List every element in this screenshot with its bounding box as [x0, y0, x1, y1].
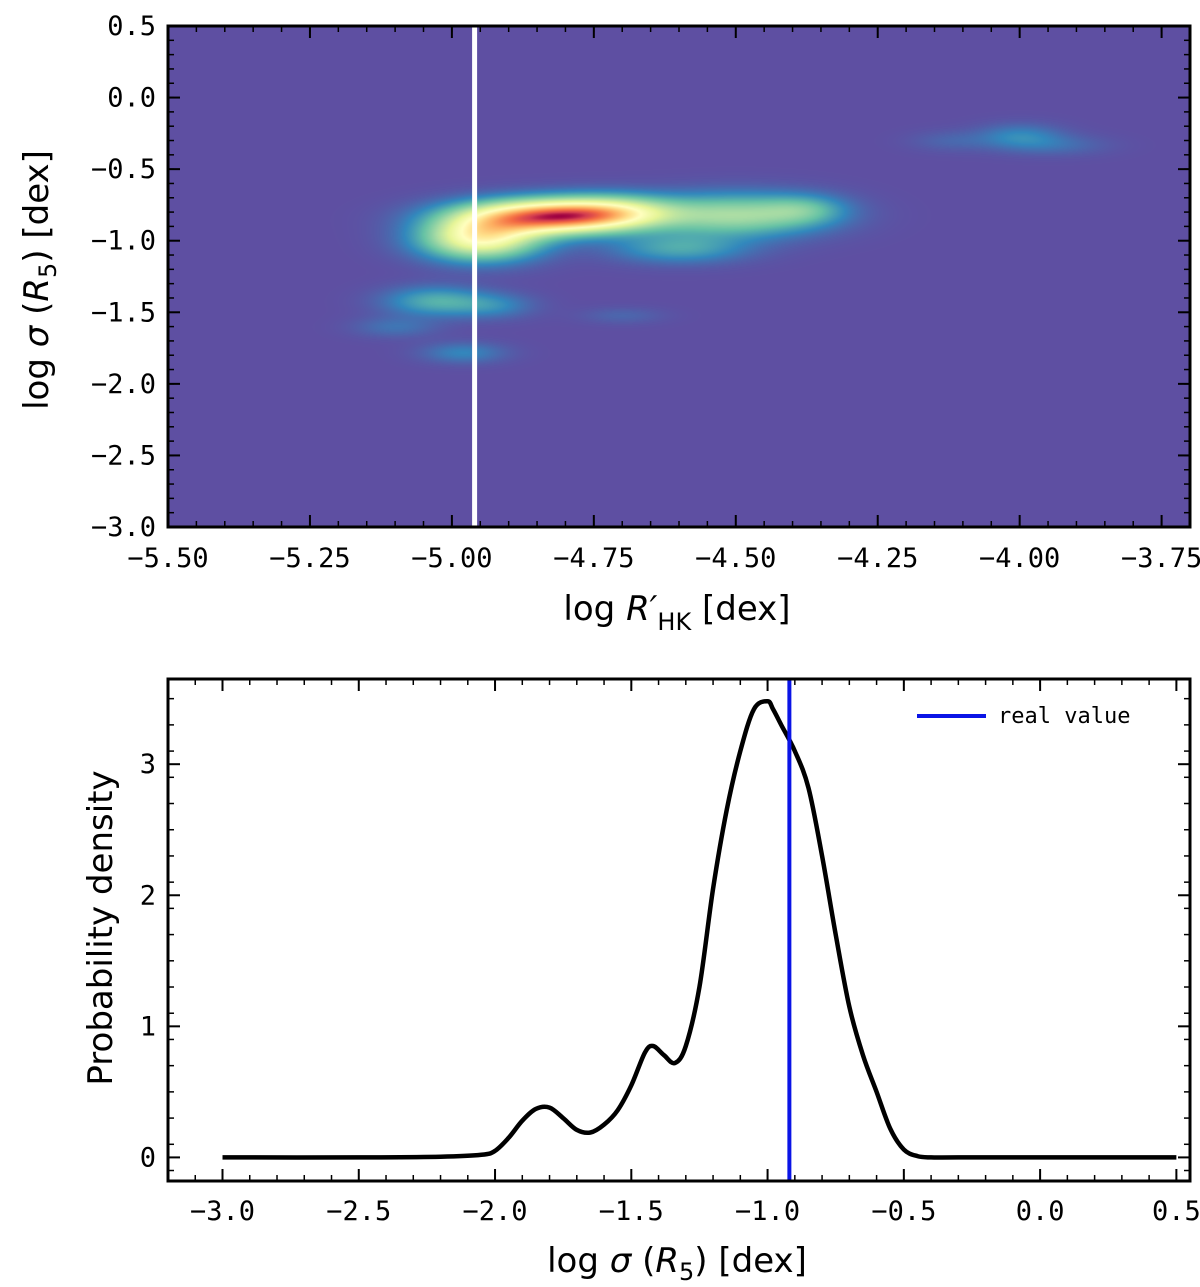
legend: real value	[917, 704, 1130, 729]
density-x-tick-labels: −3.0 −2.5 −2.0 −1.5 −1.0 −0.5 0.0 0.5	[190, 1196, 1200, 1227]
density-curve	[222, 699, 1177, 1160]
x-tick-label: −1.0	[735, 1196, 800, 1227]
y-tick-label: −1.0	[91, 226, 156, 257]
heatmap-x-tick-labels: −5.50 −5.25 −5.00 −4.75 −4.50 −4.25 −4.00 −3.75	[127, 543, 1200, 574]
x-tick-label: −0.5	[871, 1196, 936, 1227]
heatmap-frame	[166, 24, 1192, 529]
x-tick-label: −4.50	[695, 543, 776, 574]
y-tick-label: 1	[140, 1011, 156, 1042]
y-tick-label: 0.5	[107, 11, 156, 42]
y-tick-label: −2.5	[91, 440, 156, 471]
legend-label: real value	[998, 704, 1130, 729]
y-tick-label: −3.0	[91, 512, 156, 543]
x-tick-label: −4.75	[553, 543, 634, 574]
y-tick-label: 2	[140, 880, 156, 911]
x-tick-label: −3.75	[1121, 543, 1200, 574]
x-tick-label: −5.50	[127, 543, 208, 574]
x-tick-label: −5.25	[269, 543, 350, 574]
density-panel: real value −3.0 −2.5 −2.0 −1.5 −1.0 −0.5 0.0 0.…	[81, 677, 1200, 1286]
x-tick-label: −3.0	[190, 1196, 255, 1227]
y-tick-label: 0	[140, 1142, 156, 1173]
x-tick-label: −4.25	[837, 543, 918, 574]
y-tick-label: −0.5	[91, 154, 156, 185]
heatmap-y-axis-title: log σ (R5) [dex]	[17, 150, 62, 410]
x-tick-label: 0.5	[1152, 1196, 1200, 1227]
heatmap-panel: −5.50 −5.25 −5.00 −4.75 −4.50 −4.25 −4.00 −3.75…	[17, 11, 1200, 636]
y-tick-label: −1.5	[91, 297, 156, 328]
y-tick-label: 3	[140, 749, 156, 780]
x-tick-label: −2.5	[326, 1196, 391, 1227]
heatmap-y-tick-labels: 0.5 0.0 −0.5 −1.0 −1.5 −2.0 −2.5 −3.0	[91, 11, 156, 543]
x-tick-label: −1.5	[599, 1196, 664, 1227]
heatmap-density-field	[168, 26, 1190, 527]
x-tick-label: −5.00	[411, 543, 492, 574]
y-tick-label: −2.0	[91, 369, 156, 400]
density-ticks	[168, 679, 1190, 1181]
density-x-axis-title: log σ (R5) [dex]	[547, 1241, 807, 1286]
density-frame	[166, 677, 1192, 1183]
x-tick-label: −4.00	[979, 543, 1060, 574]
y-tick-label: 0.0	[107, 83, 156, 114]
density-y-axis-title: Probability density	[81, 770, 121, 1085]
x-tick-label: −2.0	[463, 1196, 528, 1227]
heatmap-x-axis-title: log R′HK [dex]	[563, 589, 790, 636]
density-y-tick-labels: 0 1 2 3	[140, 749, 156, 1173]
x-tick-label: 0.0	[1016, 1196, 1065, 1227]
